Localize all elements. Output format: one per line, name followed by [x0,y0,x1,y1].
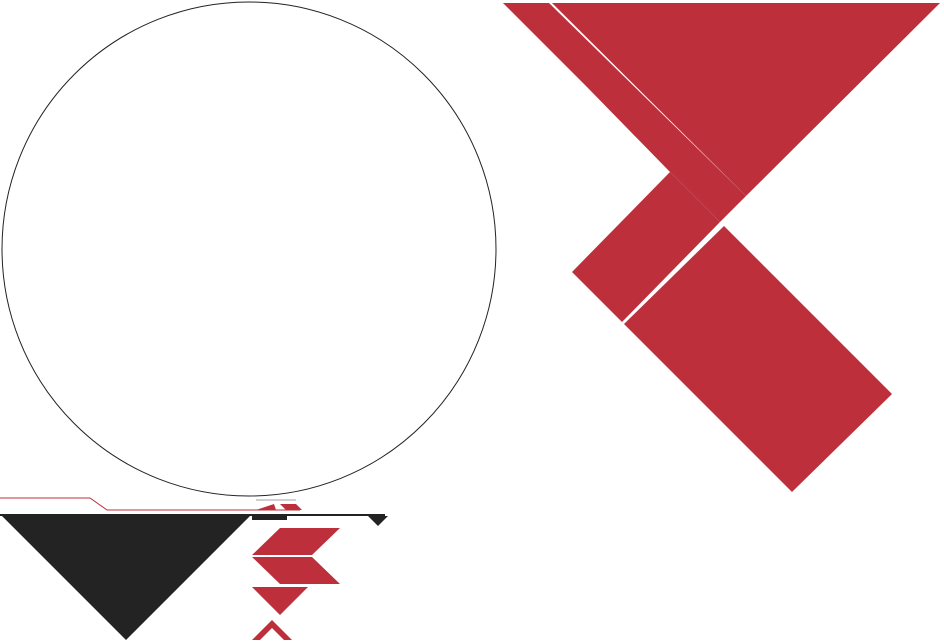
thin-red-line [0,497,300,511]
small-red-top-right [280,504,302,510]
red-middle-piece [572,172,720,322]
dark-triangle [2,516,250,640]
small-dark-triangle [368,516,388,526]
small-red-caret [252,620,292,640]
red-top-triangle [552,3,940,196]
red-top-strip [503,3,746,222]
red-bottom-block [624,226,892,492]
small-red-chevron-2 [252,557,340,584]
dark-bar [252,516,287,520]
small-red-triangle [252,587,308,615]
small-red-pieces [252,504,340,640]
small-red-top-left [256,504,276,510]
small-red-chevron-1 [252,528,340,555]
big-circle [1,1,497,497]
big-red-shape [503,3,940,492]
